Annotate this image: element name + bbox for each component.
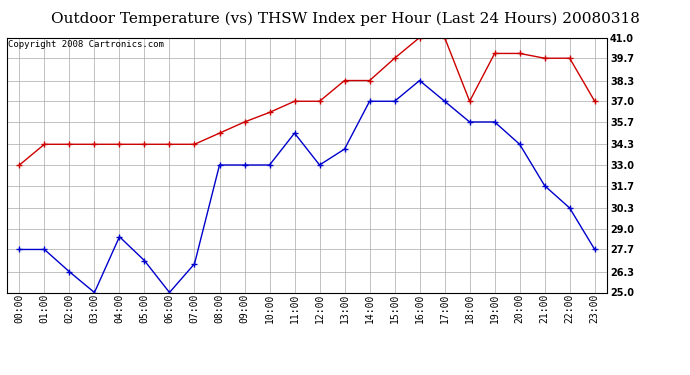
- Text: Outdoor Temperature (vs) THSW Index per Hour (Last 24 Hours) 20080318: Outdoor Temperature (vs) THSW Index per …: [50, 11, 640, 26]
- Text: Copyright 2008 Cartronics.com: Copyright 2008 Cartronics.com: [8, 40, 164, 49]
